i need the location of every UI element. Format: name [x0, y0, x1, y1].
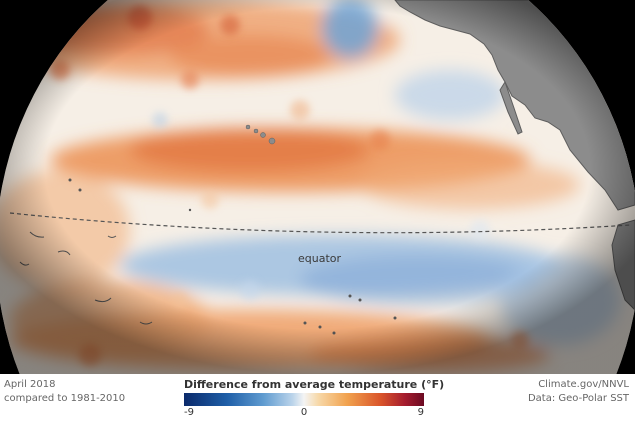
date-label: April 2018	[4, 379, 56, 390]
equator-label: equator	[298, 252, 342, 265]
data-source-label: Data: Geo-Polar SST	[527, 393, 629, 404]
globe-svg: equator	[0, 0, 635, 374]
legend-colorbar	[184, 393, 424, 406]
legend-tick-mid: 0	[300, 407, 308, 418]
credits: Climate.gov/NNVL Data: Geo-Polar SST	[528, 378, 629, 406]
color-legend: Difference from average temperature (°F)…	[184, 378, 445, 420]
globe-map-panel: equator	[0, 0, 635, 374]
legend-title: Difference from average temperature (°F)	[184, 378, 445, 391]
legend-tick-min: -9	[184, 407, 194, 418]
globe-limb-shading	[0, 0, 635, 374]
map-footer: April 2018 compared to 1981-2010 Differe…	[0, 374, 635, 424]
legend-ticks: -9 0 9	[184, 406, 424, 420]
globe	[0, 0, 635, 374]
credit-link[interactable]: Climate.gov/NNVL	[538, 379, 629, 390]
legend-tick-max: 9	[417, 407, 424, 418]
comparison-period-label: compared to 1981-2010	[4, 393, 126, 404]
date-info: April 2018 compared to 1981-2010	[4, 378, 125, 406]
